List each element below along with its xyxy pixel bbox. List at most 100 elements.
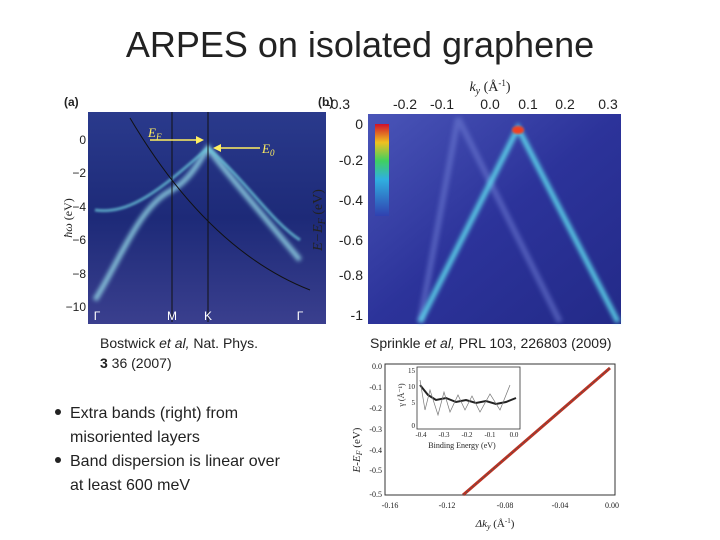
label-close: ) xyxy=(506,80,511,95)
tick-label: -0.2 xyxy=(369,404,382,413)
tick-label: 10 xyxy=(408,383,416,391)
caption-part: Sprinkle xyxy=(370,335,424,351)
tick-label: 0.00 xyxy=(605,501,619,510)
tick-label: -0.1 xyxy=(369,383,382,392)
tick-label: 0 xyxy=(412,422,416,430)
tick-label: -0.4 xyxy=(369,446,382,455)
label-sub: F xyxy=(355,450,364,456)
panel-label: (a) xyxy=(64,95,79,109)
caption-part: Bostwick xyxy=(100,335,159,351)
tick-label: Γ xyxy=(94,309,101,323)
bullet xyxy=(55,409,61,415)
bullet-text: at least 600 meV xyxy=(70,477,190,494)
tick-label: −8 xyxy=(72,267,86,281)
tick-label: 5 xyxy=(412,399,416,407)
label-sup: -1 xyxy=(498,78,506,88)
label-sub: y xyxy=(475,86,481,97)
band xyxy=(417,116,563,324)
caption: Sprinkle et al, PRL 103, 226803 (2009) xyxy=(370,335,612,351)
data-points xyxy=(462,367,611,496)
tick-label: K xyxy=(204,309,212,323)
y-axis-label: E-EF (eV) xyxy=(351,427,364,473)
label-sub: F xyxy=(317,217,328,225)
label-main: E xyxy=(261,141,270,156)
tick-label: -0.16 xyxy=(382,501,399,510)
tick-label: -0.3 xyxy=(438,431,450,439)
figure-b: (b) ky (Å-1) E−EF (eV) -0.3 -0.2 -0.1 0.0 0.… xyxy=(311,78,621,324)
x-axis-label: ky (Å-1) xyxy=(469,78,510,97)
ef-label: EF xyxy=(147,125,162,142)
figure-c: E-EF (eV) Δky (Å-1) γ (Å⁻¹) Binding Ener… xyxy=(351,362,619,531)
tick-label: -0.1 xyxy=(430,96,454,112)
tick-label: -0.6 xyxy=(339,232,363,248)
y-axis-label: ħω (eV) xyxy=(61,198,75,237)
tick-label: -0.4 xyxy=(415,431,427,439)
bullet-text: Extra bands (right) from xyxy=(70,405,238,422)
inset-x-label: Binding Energy (eV) xyxy=(428,441,496,450)
caption: 3 36 (2007) xyxy=(100,355,172,371)
label-unit: (Å xyxy=(491,518,505,530)
tick-label: 0 xyxy=(355,116,363,132)
arrow-head xyxy=(196,136,204,144)
label-close: ) xyxy=(511,518,515,530)
x-axis-label: Δky (Å-1) xyxy=(475,517,515,531)
tick-label: -0.12 xyxy=(439,501,456,510)
label-sub: 0 xyxy=(270,148,275,158)
inset-errors xyxy=(419,379,511,417)
tick-label: -1 xyxy=(351,307,364,323)
y-axis-label: E−EF (eV) xyxy=(311,189,328,252)
e0-label: E0 xyxy=(261,141,275,158)
label-main: E xyxy=(147,125,156,140)
tick-label: 15 xyxy=(408,367,416,375)
tick-label: Γ xyxy=(297,309,304,323)
caption: Bostwick et al, Nat. Phys. xyxy=(100,335,258,351)
caption-part: 3 xyxy=(100,355,108,371)
tick-label: -0.5 xyxy=(369,490,382,499)
tick-label: 0.3 xyxy=(598,96,618,112)
tick-label: −10 xyxy=(66,300,87,314)
caption-part: PRL 103, 226803 (2009) xyxy=(455,335,612,351)
tick-label: -0.8 xyxy=(339,267,363,283)
label-main: E-E xyxy=(351,455,363,473)
tick-label: M xyxy=(167,309,177,323)
tick-label: -0.04 xyxy=(552,501,569,510)
tick-label: -0.2 xyxy=(393,96,417,112)
label-sub: F xyxy=(155,132,162,142)
tick-label: 0.0 xyxy=(372,362,382,371)
label-unit: (Å xyxy=(484,79,500,95)
bullet-text: Band dispersion is linear over xyxy=(70,453,281,470)
tick-label: -0.3 xyxy=(369,425,382,434)
inset-data xyxy=(419,384,517,406)
tick-label: -0.2 xyxy=(339,152,363,168)
arpes-image xyxy=(368,114,621,324)
guide-curve xyxy=(129,117,311,291)
caption-part: 36 (2007) xyxy=(108,355,172,371)
color-bar xyxy=(375,124,389,216)
label-main: ħω xyxy=(61,223,75,237)
tick-label: −4 xyxy=(72,200,86,214)
arrow-head xyxy=(213,144,221,152)
caption-part: et al, xyxy=(424,335,454,351)
label-unit: (eV) xyxy=(61,198,75,220)
label-unit: (eV) xyxy=(351,427,363,450)
tick-label: -0.2 xyxy=(461,431,473,439)
inset-y-label: γ (Å⁻¹) xyxy=(397,383,406,408)
tick-label: 0 xyxy=(79,133,86,147)
tick-label: 0.0 xyxy=(480,96,500,112)
band xyxy=(92,143,302,302)
figure-a: (a) EF E0 ħω (eV) 0−2−4−6−8−10Γ M K Γ xyxy=(61,95,326,324)
tick-label: -0.3 xyxy=(326,96,350,112)
label-sub: y xyxy=(486,522,491,531)
tick-label: 0.2 xyxy=(555,96,575,112)
tick-label: -0.1 xyxy=(484,431,496,439)
tick-label: 0.0 xyxy=(510,431,519,439)
bullet-text: misoriented layers xyxy=(70,429,200,446)
tick-label: −6 xyxy=(72,233,86,247)
caption-part: Nat. Phys. xyxy=(189,335,257,351)
arpes-image xyxy=(88,112,326,324)
panel-label: (b) xyxy=(318,95,333,109)
label-main: E−E xyxy=(311,224,326,252)
label-main: Δk xyxy=(475,518,488,530)
hot-spot xyxy=(512,126,524,134)
